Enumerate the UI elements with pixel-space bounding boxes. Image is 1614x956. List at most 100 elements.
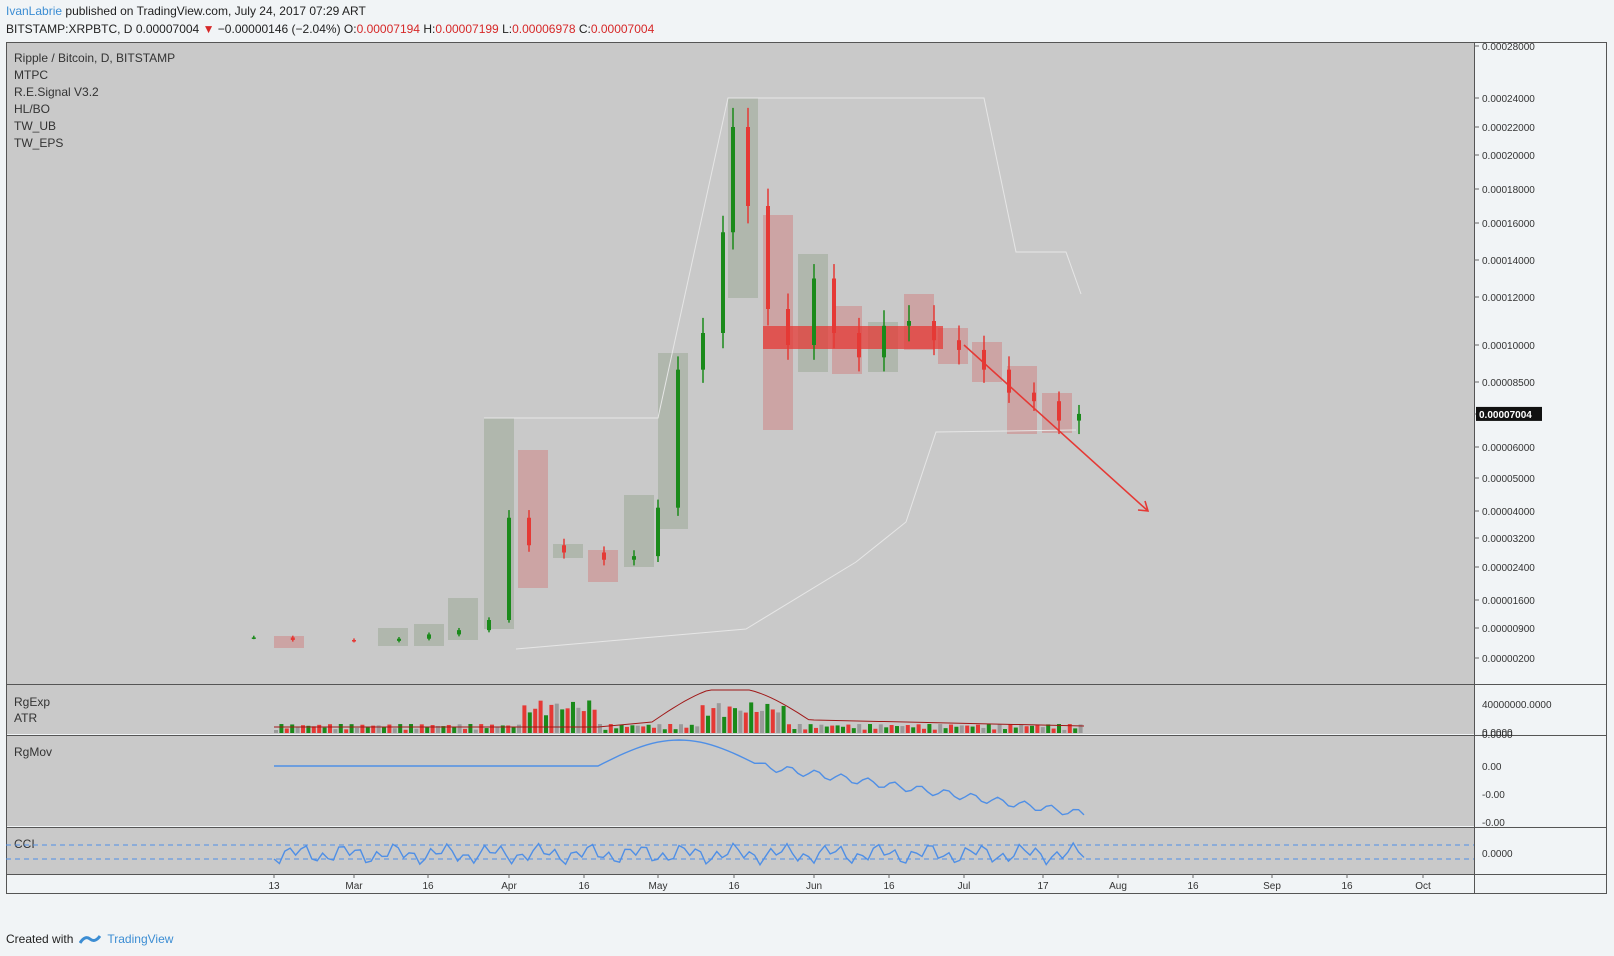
volume-bar [884, 727, 889, 733]
box-red [274, 636, 304, 648]
volume-bar [684, 727, 689, 733]
legend-resignal[interactable]: R.E.Signal V3.2 [14, 85, 99, 99]
price-tick-label: 0.00003200 [1482, 534, 1535, 545]
channel-lines [484, 97, 1082, 650]
volume-bar [911, 727, 916, 733]
indicator-lines [6, 689, 1474, 867]
time-tick-label: 16 [1187, 881, 1199, 892]
tradingview-logo-icon [79, 935, 102, 944]
candle-body [1057, 401, 1061, 421]
volume-bar [1078, 724, 1083, 733]
volume-label-rgexp[interactable]: RgExp [14, 695, 50, 709]
volume-bar [506, 725, 511, 733]
rgmov-pane-bg [6, 736, 1474, 826]
volume-bar [760, 710, 764, 733]
price-tick-label: 0.00022000 [1482, 123, 1535, 134]
time-tick-label: Apr [501, 881, 517, 892]
volume-bar [338, 724, 343, 733]
volume-bar [792, 729, 797, 733]
volume-bar [841, 726, 845, 733]
volume-bar [943, 728, 948, 733]
author-link[interactable]: IvanLabrie [6, 4, 63, 18]
volume-bar [657, 724, 662, 733]
lower-channel-line [515, 429, 1077, 650]
volume-bar [1030, 725, 1034, 733]
volume-bar [355, 727, 359, 733]
volume-bar [716, 703, 721, 733]
candle-body [457, 630, 461, 635]
legend-tweps[interactable]: TW_EPS [14, 136, 63, 150]
volume-bar [1040, 727, 1045, 733]
candle-body [507, 517, 511, 620]
volume-bar [873, 728, 878, 733]
legend-twub[interactable]: TW_UB [14, 119, 56, 133]
cci-label[interactable]: CCI [14, 837, 35, 851]
volume-bar [544, 715, 548, 733]
last-price-tag: 0.00007004 [1476, 406, 1542, 421]
price-tick-label: 0.00018000 [1482, 185, 1535, 196]
resistance-zone [763, 326, 943, 349]
volume-bar [787, 724, 791, 733]
volume-bar [344, 729, 349, 733]
volume-bar [770, 709, 775, 733]
legend-mtpc[interactable]: MTPC [14, 68, 48, 82]
volume-bar [419, 724, 424, 733]
time-axis[interactable]: 13 Mar 16 Apr 16 May 16 Jun 16 Jul 17 Aug 16 Sep 16 Oct [268, 874, 1431, 892]
box-green [624, 495, 654, 567]
rgmov-label[interactable]: RgMov [14, 745, 52, 759]
time-tick-label: May [649, 881, 668, 892]
volume-bar [328, 724, 332, 733]
legend-symbol[interactable]: Ripple / Bitcoin, D, BITSTAMP [14, 51, 175, 65]
high-label: H: [423, 22, 436, 36]
volume-bar [722, 716, 727, 733]
cci-line [273, 841, 1085, 867]
volume-bar [306, 725, 311, 733]
signal-boxes [274, 98, 1072, 648]
volume-bar [711, 708, 716, 733]
time-tick-label: Jun [806, 881, 822, 892]
volume-bar [387, 724, 392, 733]
volume-bar [365, 726, 370, 733]
volume-bar [652, 727, 656, 733]
volume-bar [484, 728, 489, 733]
volume-bar [533, 708, 538, 733]
candle-body [766, 206, 770, 309]
price-tick-label: 0.00020000 [1482, 151, 1535, 162]
candle-body [857, 333, 861, 358]
box-green [658, 353, 688, 529]
tradingview-brand-link[interactable]: TradingView [107, 932, 174, 946]
candle-body [932, 321, 936, 341]
upper-channel-line [484, 97, 1082, 419]
volume-bar [311, 726, 316, 733]
chart-area[interactable]: Ripple / Bitcoin, D, BITSTAMP MTPC R.E.S… [6, 42, 1607, 922]
candle-body [562, 545, 566, 553]
published-text: published on TradingView.com, July 24, 2… [65, 4, 366, 18]
volume-bar [517, 724, 521, 733]
last-price-tag-text: 0.00007004 [1479, 410, 1532, 421]
last-price: 0.00007004 [135, 22, 200, 36]
volume-bar [274, 730, 278, 733]
legend-hlbo[interactable]: HL/BO [14, 102, 50, 116]
volume-bar [430, 725, 435, 733]
volume-bar [425, 727, 430, 733]
volume-bar [414, 728, 419, 733]
indicator-tick-label: 0.0000 [1482, 849, 1513, 860]
volume-bar [668, 724, 673, 733]
volume-bar [835, 725, 840, 733]
price-chart-svg[interactable]: Ripple / Bitcoin, D, BITSTAMP MTPC R.E.S… [6, 42, 1607, 922]
volume-bar [1013, 727, 1018, 733]
candle-body [1007, 369, 1011, 393]
candles-layer [251, 107, 1081, 643]
volume-bar [301, 725, 305, 733]
volume-bar [803, 729, 808, 733]
volume-bar [1019, 724, 1024, 733]
volume-bar [603, 729, 608, 733]
time-tick-label: Aug [1109, 881, 1127, 892]
volume-bar [441, 726, 446, 733]
volume-label-atr[interactable]: ATR [14, 711, 37, 725]
candle-body [786, 309, 790, 345]
volume-bar [317, 724, 322, 733]
volume-bar [878, 724, 883, 733]
volume-bar [916, 724, 921, 733]
candle-body [656, 507, 660, 557]
